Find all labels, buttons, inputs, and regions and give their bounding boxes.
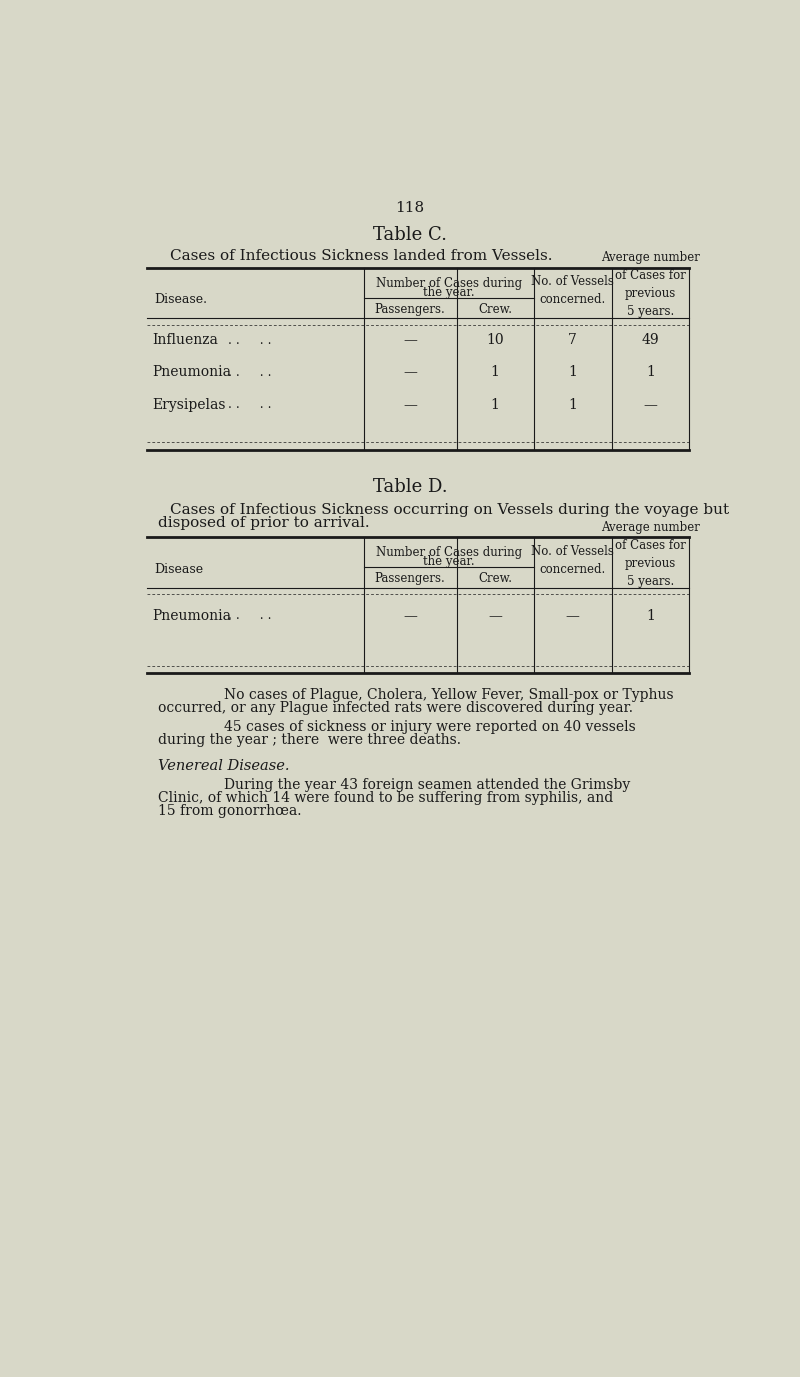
Text: Crew.: Crew. bbox=[478, 303, 512, 315]
Text: . .     . .: . . . . bbox=[228, 366, 271, 379]
Text: 1: 1 bbox=[568, 398, 577, 412]
Text: disposed of prior to arrival.: disposed of prior to arrival. bbox=[158, 516, 370, 530]
Text: —: — bbox=[488, 609, 502, 622]
Text: Passengers.: Passengers. bbox=[374, 303, 446, 315]
Text: —: — bbox=[403, 398, 417, 412]
Text: No cases of Plague, Cholera, Yellow Fever, Small-pox or Typhus: No cases of Plague, Cholera, Yellow Feve… bbox=[224, 688, 674, 702]
Text: 10: 10 bbox=[486, 333, 504, 347]
Text: 1: 1 bbox=[568, 365, 577, 380]
Text: 15 from gonorrhœa.: 15 from gonorrhœa. bbox=[158, 804, 302, 818]
Text: Table C.: Table C. bbox=[373, 226, 447, 244]
Text: 1: 1 bbox=[491, 365, 500, 380]
Text: Table D.: Table D. bbox=[373, 478, 447, 496]
Text: Number of Cases during: Number of Cases during bbox=[376, 277, 522, 289]
Text: Crew.: Crew. bbox=[478, 573, 512, 585]
Text: No. of Vessels
concerned.: No. of Vessels concerned. bbox=[531, 275, 614, 306]
Text: Clinic, of which 14 were found to be suffering from syphilis, and: Clinic, of which 14 were found to be suf… bbox=[158, 792, 614, 806]
Text: . .     . .: . . . . bbox=[228, 609, 271, 622]
Text: Average number
of Cases for
previous
5 years.: Average number of Cases for previous 5 y… bbox=[601, 521, 700, 588]
Text: . .     . .: . . . . bbox=[228, 333, 271, 347]
Text: Cases of Infectious Sickness occurring on Vessels during the voyage but: Cases of Infectious Sickness occurring o… bbox=[170, 503, 729, 518]
Text: Disease.: Disease. bbox=[154, 293, 207, 307]
Text: Number of Cases during: Number of Cases during bbox=[376, 547, 522, 559]
Text: —: — bbox=[403, 365, 417, 380]
Text: 1: 1 bbox=[491, 398, 500, 412]
Text: Pneumonia: Pneumonia bbox=[153, 365, 232, 380]
Text: occurred, or any Plague infected rats were discovered during year.: occurred, or any Plague infected rats we… bbox=[158, 701, 633, 715]
Text: —: — bbox=[643, 398, 657, 412]
Text: the year.: the year. bbox=[423, 286, 474, 299]
Text: Disease: Disease bbox=[154, 563, 203, 576]
Text: Pneumonia: Pneumonia bbox=[153, 609, 232, 622]
Text: during the year ; there  were three deaths.: during the year ; there were three death… bbox=[158, 734, 461, 748]
Text: the year.: the year. bbox=[423, 555, 474, 569]
Text: 7: 7 bbox=[568, 333, 577, 347]
Text: 118: 118 bbox=[395, 201, 425, 215]
Text: —: — bbox=[566, 609, 580, 622]
Text: 1: 1 bbox=[646, 609, 654, 622]
Text: . .     . .: . . . . bbox=[228, 398, 271, 412]
Text: —: — bbox=[403, 609, 417, 622]
Text: During the year 43 foreign seamen attended the Grimsby: During the year 43 foreign seamen attend… bbox=[224, 778, 630, 792]
Text: Average number
of Cases for
previous
5 years.: Average number of Cases for previous 5 y… bbox=[601, 251, 700, 318]
Text: No. of Vessels
concerned.: No. of Vessels concerned. bbox=[531, 545, 614, 576]
Text: 49: 49 bbox=[642, 333, 659, 347]
Text: Venereal Disease.: Venereal Disease. bbox=[158, 759, 290, 772]
Text: Cases of Infectious Sickness landed from Vessels.: Cases of Infectious Sickness landed from… bbox=[170, 249, 552, 263]
Text: Erysipelas: Erysipelas bbox=[153, 398, 226, 412]
Text: 1: 1 bbox=[646, 365, 654, 380]
Text: 45 cases of sickness or injury were reported on 40 vessels: 45 cases of sickness or injury were repo… bbox=[224, 720, 636, 734]
Text: Passengers.: Passengers. bbox=[374, 573, 446, 585]
Text: Influenza: Influenza bbox=[153, 333, 218, 347]
Text: —: — bbox=[403, 333, 417, 347]
